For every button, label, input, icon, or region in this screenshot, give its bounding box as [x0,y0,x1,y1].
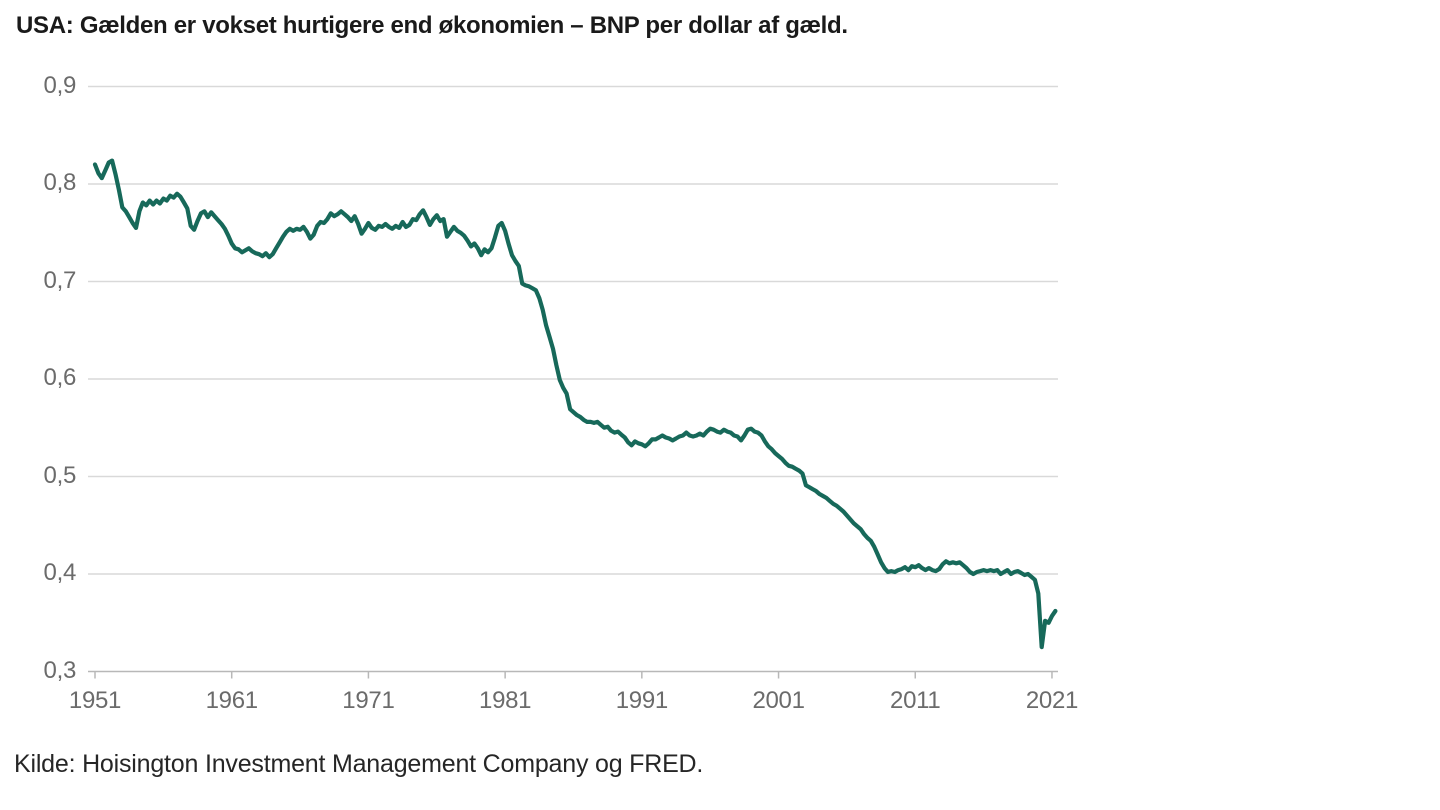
x-tick-label: 2021 [1025,687,1079,714]
x-tick-label: 1951 [68,687,122,714]
x-tick-label: 1991 [615,687,669,714]
x-tick-label: 2001 [752,687,805,714]
y-tick-label: 0,9 [43,71,77,99]
source-note: Kilde: Hoisington Investment Management … [14,750,704,778]
chart-title: USA: Gælden er vokset hurtigere end økon… [16,12,848,39]
y-tick-label: 0,7 [43,266,77,294]
x-tick-label: 2011 [890,687,941,714]
y-tick-label: 0,6 [43,364,77,391]
y-tick-label: 0,4 [43,559,77,586]
y-tick-label: 0,5 [43,461,77,489]
series-line [92,158,1058,650]
y-tick-label: 0,3 [43,656,77,684]
x-tick-label: 1971 [342,687,395,714]
x-tick-label: 1961 [205,687,259,714]
y-tick-label: 0,8 [43,169,77,196]
x-tick-label: 1981 [479,687,532,714]
